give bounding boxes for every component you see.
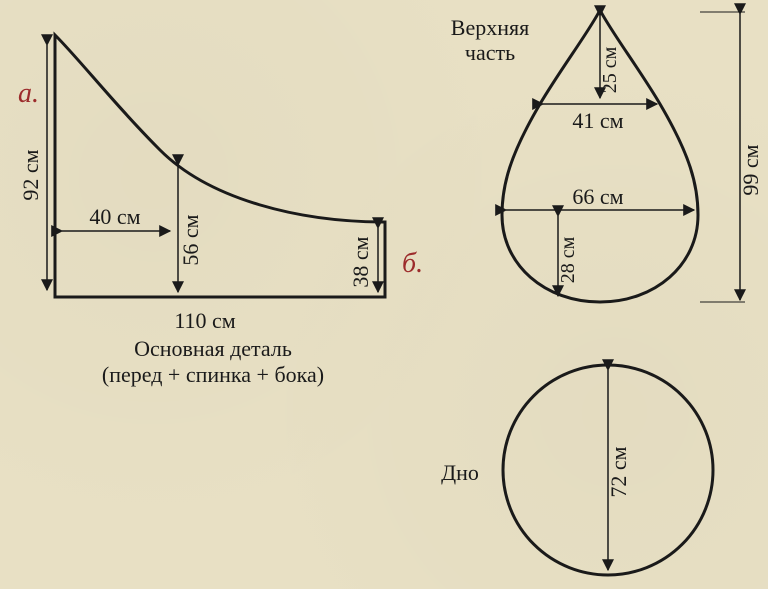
- top-title-2: часть: [465, 40, 515, 65]
- dim-bottom-w: 110 см: [174, 308, 235, 333]
- top-title-1: Верхняя: [451, 15, 529, 40]
- dim-tip-h: 25 см: [599, 46, 621, 93]
- marker-a: а.: [18, 78, 39, 109]
- pattern-diagram: а. б. 92 см 40 см 56 см 38 см 110 см Осн…: [0, 0, 768, 589]
- dim-right-h: 38 см: [348, 236, 373, 287]
- top-piece: Верхняя часть 99 см 25 см 41 см 66 см 28…: [451, 10, 763, 302]
- main-title-1: Основная деталь: [134, 336, 292, 361]
- main-title-2: (перед + спинка + бока): [102, 362, 324, 387]
- dim-left-h: 92 см: [18, 149, 43, 200]
- bottom-title: Дно: [441, 460, 479, 485]
- main-piece: а. б. 92 см 40 см 56 см 38 см 110 см Осн…: [18, 35, 423, 387]
- dim-mid-w: 66 см: [572, 184, 623, 209]
- dim-inner-h: 56 см: [178, 214, 203, 265]
- dim-diam: 72 см: [606, 446, 631, 497]
- dim-inner-w: 40 см: [89, 204, 140, 229]
- marker-b: б.: [402, 248, 423, 279]
- dim-tip-w: 41 см: [572, 108, 623, 133]
- main-outline: [55, 35, 385, 297]
- bottom-piece: Дно 72 см: [441, 365, 713, 575]
- dim-low-h: 28 см: [557, 236, 579, 283]
- dim-total-h: 99 см: [738, 144, 763, 195]
